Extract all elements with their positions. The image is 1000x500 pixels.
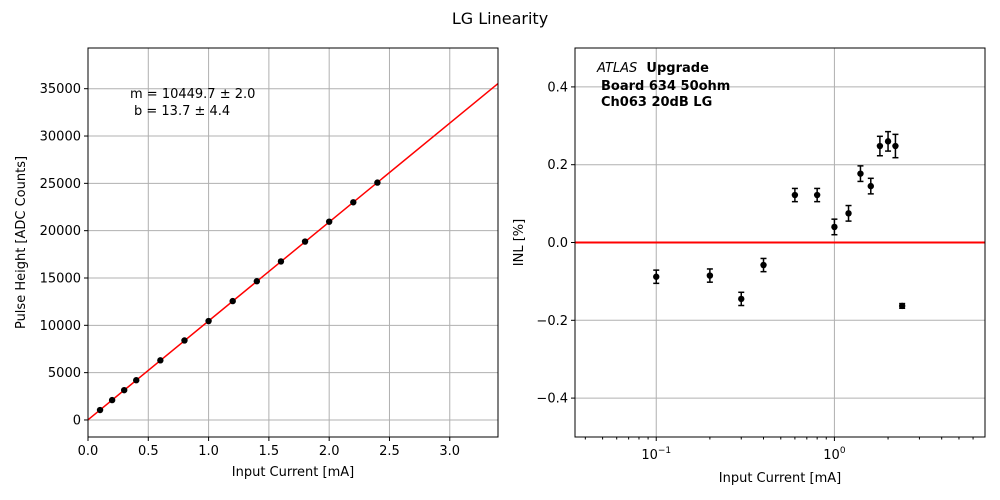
slope-annotation: m = 10449.7 ± 2.0 — [130, 87, 255, 102]
data-point — [653, 273, 660, 280]
right-y-tick-label: 0.0 — [547, 236, 568, 251]
left-y-tick-label: 20000 — [40, 224, 81, 239]
left-y-tick-label: 5000 — [48, 366, 81, 381]
right-y-axis-label: INL [%] — [512, 219, 527, 266]
data-point — [831, 223, 838, 231]
data-point — [791, 191, 799, 199]
left-y-tick-label: 30000 — [40, 130, 81, 145]
data-point — [706, 272, 714, 279]
data-point — [374, 179, 381, 186]
left-y-tick-label: 15000 — [40, 271, 81, 286]
intercept-annotation: b = 13.7 ± 4.4 — [134, 104, 230, 119]
board-label: Board 634 50ohm — [601, 79, 730, 94]
data-point — [181, 337, 188, 344]
left-x-tick-label: 0.0 — [78, 444, 99, 459]
right-y-tick-label: 0.2 — [547, 158, 568, 173]
data-point — [120, 386, 128, 394]
data-point — [205, 317, 212, 325]
atlas-upgrade-label: ATLAS Upgrade — [596, 61, 709, 76]
left-grid — [87, 48, 498, 437]
left-x-tick-label: 3.0 — [439, 444, 460, 459]
data-point — [760, 261, 767, 269]
data-point — [892, 142, 899, 150]
data-point — [898, 302, 906, 310]
data-point — [277, 258, 285, 265]
data-point — [884, 138, 892, 145]
data-point — [845, 210, 852, 217]
right-x-axis-label: Input Current [mA] — [719, 471, 841, 486]
left-x-tick-label: 2.0 — [319, 444, 340, 459]
data-point — [350, 199, 357, 206]
left-x-tick-label: 1.0 — [198, 444, 219, 459]
data-point — [253, 278, 261, 285]
data-point — [108, 396, 116, 404]
right-data-points — [653, 130, 906, 310]
inl-plot: 10−1 100 −0.4 −0.2 0.0 0.2 0.4 ATLAS Upgrade B… — [512, 47, 986, 486]
left-data-points — [96, 179, 381, 414]
left-y-axis-label: Pulse Height [ADC Counts] — [14, 156, 29, 329]
data-point — [876, 142, 884, 150]
left-y-tick-label: 0 — [73, 413, 81, 428]
left-x-tick-label: 0.5 — [138, 444, 159, 459]
data-point — [325, 218, 333, 225]
atlas-label-italic: ATLAS — [596, 61, 637, 76]
data-point — [867, 182, 874, 190]
data-point — [157, 357, 164, 364]
right-x-tick-label: 10−1 — [641, 446, 671, 463]
data-point — [301, 238, 309, 245]
left-ticks: 0.0 0.5 1.0 1.5 2.0 2.5 3.0 0 5000 10000 15000 2000… — [40, 82, 460, 459]
right-x-tick-label: 100 — [823, 446, 846, 463]
linearity-plot: 0.0 0.5 1.0 1.5 2.0 2.5 3.0 0 5000 10000 15000 2000… — [14, 47, 499, 480]
left-x-tick-label: 2.5 — [379, 444, 400, 459]
left-y-tick-label: 25000 — [40, 177, 81, 192]
data-point — [813, 191, 821, 199]
data-point — [738, 295, 745, 303]
right-ticks: 10−1 100 −0.4 −0.2 0.0 0.2 0.4 — [536, 80, 974, 463]
left-x-tick-label: 1.5 — [259, 444, 280, 459]
left-x-axis-label: Input Current [mA] — [232, 465, 354, 480]
data-point — [96, 406, 104, 414]
left-y-tick-label: 10000 — [40, 319, 81, 334]
left-axes-frame — [87, 47, 499, 438]
figure-title: LG Linearity — [452, 9, 548, 28]
data-point — [857, 170, 864, 177]
upgrade-label-bold: Upgrade — [646, 61, 709, 76]
right-y-tick-label: −0.4 — [536, 392, 568, 407]
left-y-tick-label: 35000 — [40, 82, 81, 97]
right-y-tick-label: 0.4 — [547, 80, 568, 95]
data-point — [229, 297, 236, 305]
fit-line — [87, 82, 499, 421]
data-point — [133, 377, 140, 384]
right-y-tick-label: −0.2 — [536, 314, 568, 329]
channel-label: Ch063 20dB LG — [601, 95, 712, 110]
